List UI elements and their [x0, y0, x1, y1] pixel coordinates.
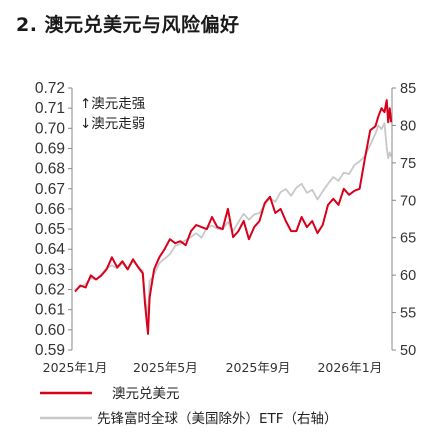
right-tick-label: 60 — [400, 268, 416, 284]
right-tick-label: 65 — [400, 231, 416, 247]
right-tick-label: 75 — [400, 156, 416, 172]
left-axis-ticks: 0.72 0.71 0.70 0.69 0.68 0.67 0.66 0.65 0.64 0.63… — [35, 80, 72, 359]
left-tick-label: 0.59 — [35, 342, 65, 359]
left-tick-label: 0.65 — [35, 221, 65, 238]
plot-lines — [74, 99, 393, 335]
left-tick-label: 0.64 — [35, 241, 66, 258]
chart-axes — [71, 88, 393, 350]
right-tick-label: 50 — [400, 343, 416, 359]
right-tick-label: 55 — [400, 306, 416, 322]
annotation-aud-weak: ↓澳元走弱 — [80, 116, 145, 132]
left-tick-label: 0.66 — [35, 201, 65, 218]
left-tick-label: 0.62 — [35, 282, 65, 299]
legend-label-etf: 先锋富时全球（美国除外）ETF（右轴） — [97, 410, 338, 427]
x-tick-label: 2026年1月 — [317, 360, 382, 375]
left-tick-label: 0.70 — [35, 120, 66, 137]
left-tick-label: 0.67 — [35, 181, 65, 198]
x-tick-label: 2025年9月 — [226, 360, 291, 375]
right-tick-label: 80 — [400, 118, 416, 134]
left-tick-label: 0.68 — [35, 161, 65, 178]
right-tick-label: 70 — [400, 193, 416, 209]
left-tick-label: 0.63 — [35, 261, 65, 278]
left-tick-label: 0.72 — [35, 80, 65, 97]
series-line-etf — [74, 122, 393, 318]
annotation-aud-strong: ↑澳元走强 — [80, 96, 146, 112]
left-tick-label: 0.69 — [35, 140, 65, 157]
legend-label-aud: 澳元兑美元 — [112, 386, 180, 402]
series-line-aud-usd — [74, 99, 393, 335]
right-tick-label: 85 — [400, 81, 416, 97]
left-tick-label: 0.71 — [35, 100, 65, 117]
right-axis-ticks: 85 80 75 70 65 60 55 50 — [392, 81, 416, 359]
chart-title: 2. 澳元兑美元与风险偏好 — [16, 14, 240, 36]
x-tick-label: 2025年5月 — [133, 360, 198, 375]
x-axis-ticks: 2025年1月 2025年5月 2025年9月 2026年1月 — [43, 360, 383, 375]
legend: 澳元兑美元 先锋富时全球（美国除外）ETF（右轴） — [40, 386, 338, 427]
x-tick-label: 2025年1月 — [43, 360, 108, 375]
left-tick-label: 0.60 — [35, 322, 66, 339]
left-tick-label: 0.61 — [35, 302, 65, 319]
